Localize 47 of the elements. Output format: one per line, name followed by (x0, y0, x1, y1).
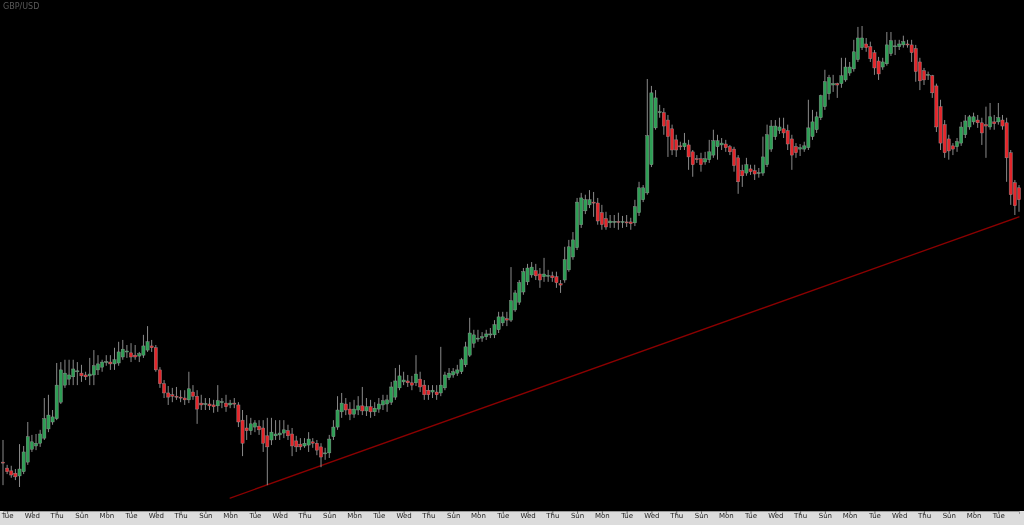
candlestick (839, 57, 844, 89)
candlestick (715, 134, 720, 161)
candlestick (480, 331, 484, 343)
candlestick (699, 152, 703, 173)
candlestick (244, 414, 249, 441)
candlestick (195, 389, 199, 425)
candlestick (129, 342, 133, 363)
candlestick (352, 399, 356, 419)
candlestick (220, 397, 224, 409)
candlestick (265, 417, 270, 486)
candlestick (67, 359, 71, 386)
candlestick (224, 394, 228, 413)
candlestick (381, 394, 385, 411)
candlestick (443, 371, 447, 391)
candlestick (393, 367, 398, 401)
candlestick (273, 419, 278, 441)
candlestick (996, 102, 1001, 126)
candlestick (711, 129, 716, 159)
candlestick (496, 311, 501, 334)
candlestick (438, 346, 443, 397)
candlestick (348, 401, 352, 421)
candlestick (277, 419, 282, 441)
candlestick (1017, 184, 1021, 213)
candlestick (34, 433, 38, 451)
candlestick (984, 106, 988, 159)
candlestick (666, 114, 670, 158)
candlestick (17, 443, 22, 488)
candlestick (319, 442, 323, 468)
candlestick (116, 341, 121, 367)
candlestick (1, 439, 5, 486)
candlestick (290, 427, 294, 457)
candlestick (951, 142, 955, 156)
candlestick (703, 151, 707, 166)
candlestick (893, 39, 897, 56)
candlestick (120, 339, 125, 361)
candlestick (253, 419, 257, 433)
candlestick (806, 99, 811, 151)
candlestick (798, 143, 802, 157)
candlestick (125, 344, 129, 359)
candlestick (707, 139, 712, 164)
candlestick (608, 214, 612, 229)
candlestick (542, 257, 546, 283)
candlestick (794, 142, 798, 159)
chart-title: GBP/USD (3, 2, 40, 11)
candlestick (476, 329, 480, 343)
candlestick (71, 359, 76, 386)
candlestick (509, 266, 513, 323)
